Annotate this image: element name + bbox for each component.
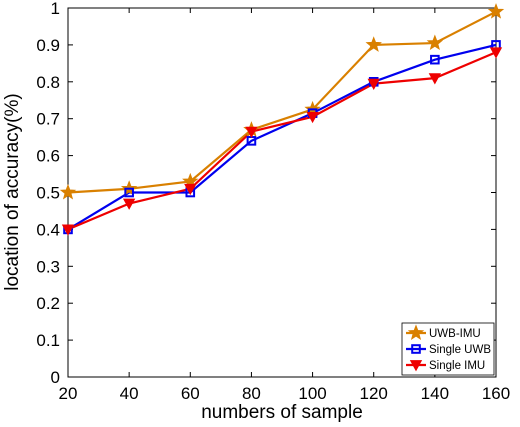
axis-ticks: 20 40 60 80 100 120 140 160 0 0.1 0.2 0.3 0.4 0.5 0.6 0… xyxy=(36,0,510,403)
legend-swatch-marker xyxy=(407,324,425,340)
x-tick-label: 40 xyxy=(120,384,139,403)
data-point-marker xyxy=(489,47,503,59)
data-point-marker xyxy=(245,126,258,138)
x-tick-label: 160 xyxy=(482,384,510,403)
x-axis-title: numbers of sample xyxy=(201,402,363,423)
data-point-marker xyxy=(365,36,382,52)
data-point-marker xyxy=(306,111,319,124)
data-point-marker xyxy=(367,78,380,90)
data-point-marker xyxy=(59,183,77,200)
x-tick-label: 140 xyxy=(421,384,449,403)
x-tick-label: 80 xyxy=(242,384,261,403)
legend-entry-label: Single IMU xyxy=(429,360,485,372)
data-point-marker xyxy=(428,73,442,85)
legend-swatch-marker xyxy=(409,360,423,372)
legend-swatch-marker xyxy=(411,344,421,354)
data-point-marker xyxy=(487,3,505,19)
series-line xyxy=(67,43,497,231)
y-tick-label: 0.9 xyxy=(36,36,60,55)
x-tick-label: 20 xyxy=(59,384,78,403)
series-line xyxy=(67,10,497,194)
x-tick-label: 120 xyxy=(360,384,388,403)
data-point-marker xyxy=(430,54,440,65)
x-tick-label: 60 xyxy=(181,384,200,403)
y-tick-label: 0.8 xyxy=(36,73,60,92)
x-tick-label: 100 xyxy=(298,384,326,403)
y-tick-label: 0.1 xyxy=(36,331,60,350)
y-tick-label: 0.3 xyxy=(36,257,60,276)
legend-entry-label: UWB-IMU xyxy=(429,328,481,340)
y-tick-label: 0.7 xyxy=(36,110,60,129)
legend: UWB-IMU Single UWB Single IMU xyxy=(401,322,495,376)
y-tick-label: 0.4 xyxy=(36,220,60,239)
y-tick-label: 0.5 xyxy=(36,184,60,203)
legend-entry-label: Single UWB xyxy=(429,344,491,356)
data-point-marker xyxy=(122,198,136,210)
data-point-marker xyxy=(124,187,134,198)
series-line xyxy=(67,51,497,231)
data-point-marker xyxy=(61,224,75,236)
data-point-marker xyxy=(184,183,197,196)
y-tick-label: 1 xyxy=(51,0,60,18)
series-layer xyxy=(59,3,505,236)
data-point-marker xyxy=(426,34,444,51)
y-axis-title: location of accuracy(%) xyxy=(2,93,23,290)
y-tick-label: 0 xyxy=(51,368,60,387)
y-tick-label: 0.6 xyxy=(36,147,60,166)
y-tick-label: 0.2 xyxy=(36,294,60,313)
